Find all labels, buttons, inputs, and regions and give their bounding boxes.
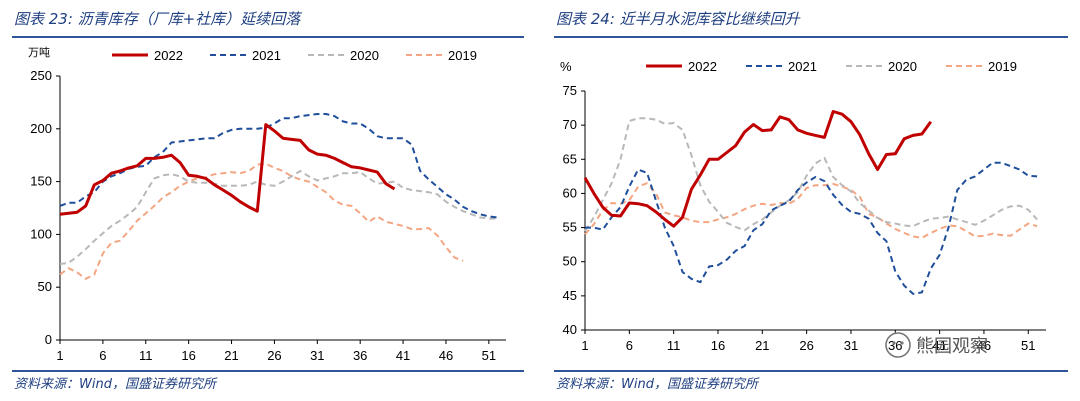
y-tick-label: 45 <box>563 288 577 303</box>
x-tick-label: 46 <box>977 338 991 353</box>
legend-label-2020: 2020 <box>888 59 917 74</box>
chart-source: 资料来源：Wind，国盛证券研究所 <box>14 376 218 392</box>
y-tick-label: 100 <box>30 226 52 241</box>
chart-title: 图表 23: 沥青库存（厂库+社库）延续回落 <box>14 10 302 28</box>
x-tick-label: 21 <box>224 348 238 363</box>
legend-label-2022: 2022 <box>688 59 717 74</box>
series-line-2019 <box>584 182 1038 239</box>
cement-chart-panel: 图表 24: 近半月水泥库容比继续回升 % 2022 2021 2020 2019 4… <box>554 10 1068 392</box>
x-tick-label: 36 <box>888 338 902 353</box>
y-tick-label: 250 <box>30 68 52 83</box>
chart-source: 资料来源：Wind，国盛证券研究所 <box>556 376 760 392</box>
x-tick-label: 1 <box>581 338 588 353</box>
series-line-2021 <box>59 113 498 219</box>
watermark: 熊园观察 <box>885 332 988 358</box>
x-tick-label: 11 <box>667 338 681 353</box>
watermark-text: 熊园观察 <box>916 336 988 357</box>
y-axis-unit: % <box>560 59 572 74</box>
x-tick-label: 41 <box>396 348 410 363</box>
legend-label-2019: 2019 <box>448 48 477 63</box>
x-tick-label: 36 <box>353 348 367 363</box>
series-line-2022 <box>59 123 396 216</box>
x-tick-label: 41 <box>932 338 946 353</box>
y-tick-label: 75 <box>563 83 577 98</box>
y-tick-label: 50 <box>563 254 577 269</box>
x-tick-label: 11 <box>139 348 153 363</box>
x-tick-label: 51 <box>482 348 496 363</box>
series-line-2021 <box>585 161 1038 295</box>
y-tick-label: 40 <box>563 322 577 337</box>
y-axis-unit: 万吨 <box>28 46 50 59</box>
x-tick-label: 6 <box>99 348 106 363</box>
y-tick-label: 60 <box>563 185 577 200</box>
y-tick-label: 200 <box>30 121 52 136</box>
x-tick-label: 31 <box>310 348 324 363</box>
x-tick-label: 46 <box>439 348 453 363</box>
wechat-icon-eye-right <box>900 341 904 345</box>
wechat-icon-eye-left <box>892 341 896 345</box>
x-tick-label: 26 <box>799 338 813 353</box>
series-line-2020 <box>59 170 498 265</box>
x-tick-label: 6 <box>626 338 633 353</box>
legend-label-2020: 2020 <box>350 48 379 63</box>
x-tick-label: 26 <box>267 348 281 363</box>
inventory-chart-panel: 图表 23: 沥青库存（厂库+社库）延续回落 万吨 2022 2021 2020 20… <box>12 10 524 392</box>
series-line-2020 <box>584 117 1038 232</box>
x-tick-label: 21 <box>755 338 769 353</box>
x-tick-label: 16 <box>181 348 195 363</box>
y-tick-label: 150 <box>30 174 52 189</box>
x-tick-label: 1 <box>56 348 63 363</box>
chart-legend: 2022 2021 2020 2019 <box>646 59 1017 74</box>
y-tick-label: 65 <box>563 151 577 166</box>
y-tick-label: 70 <box>563 117 577 132</box>
legend-label-2021: 2021 <box>788 59 817 74</box>
x-tick-label: 16 <box>711 338 725 353</box>
x-tick-label: 31 <box>844 338 858 353</box>
chart-legend: 2022 2021 2020 2019 <box>112 48 477 63</box>
legend-label-2022: 2022 <box>154 48 183 63</box>
wechat-icon <box>885 332 911 358</box>
chart-title: 图表 24: 近半月水泥库容比继续回升 <box>556 10 801 28</box>
legend-label-2019: 2019 <box>988 59 1017 74</box>
series-line-2022 <box>583 110 933 228</box>
legend-label-2021: 2021 <box>252 48 281 63</box>
y-tick-label: 50 <box>38 279 52 294</box>
y-tick-label: 55 <box>563 220 577 235</box>
x-tick-label: 51 <box>1021 338 1035 353</box>
y-tick-label: 0 <box>45 332 52 347</box>
